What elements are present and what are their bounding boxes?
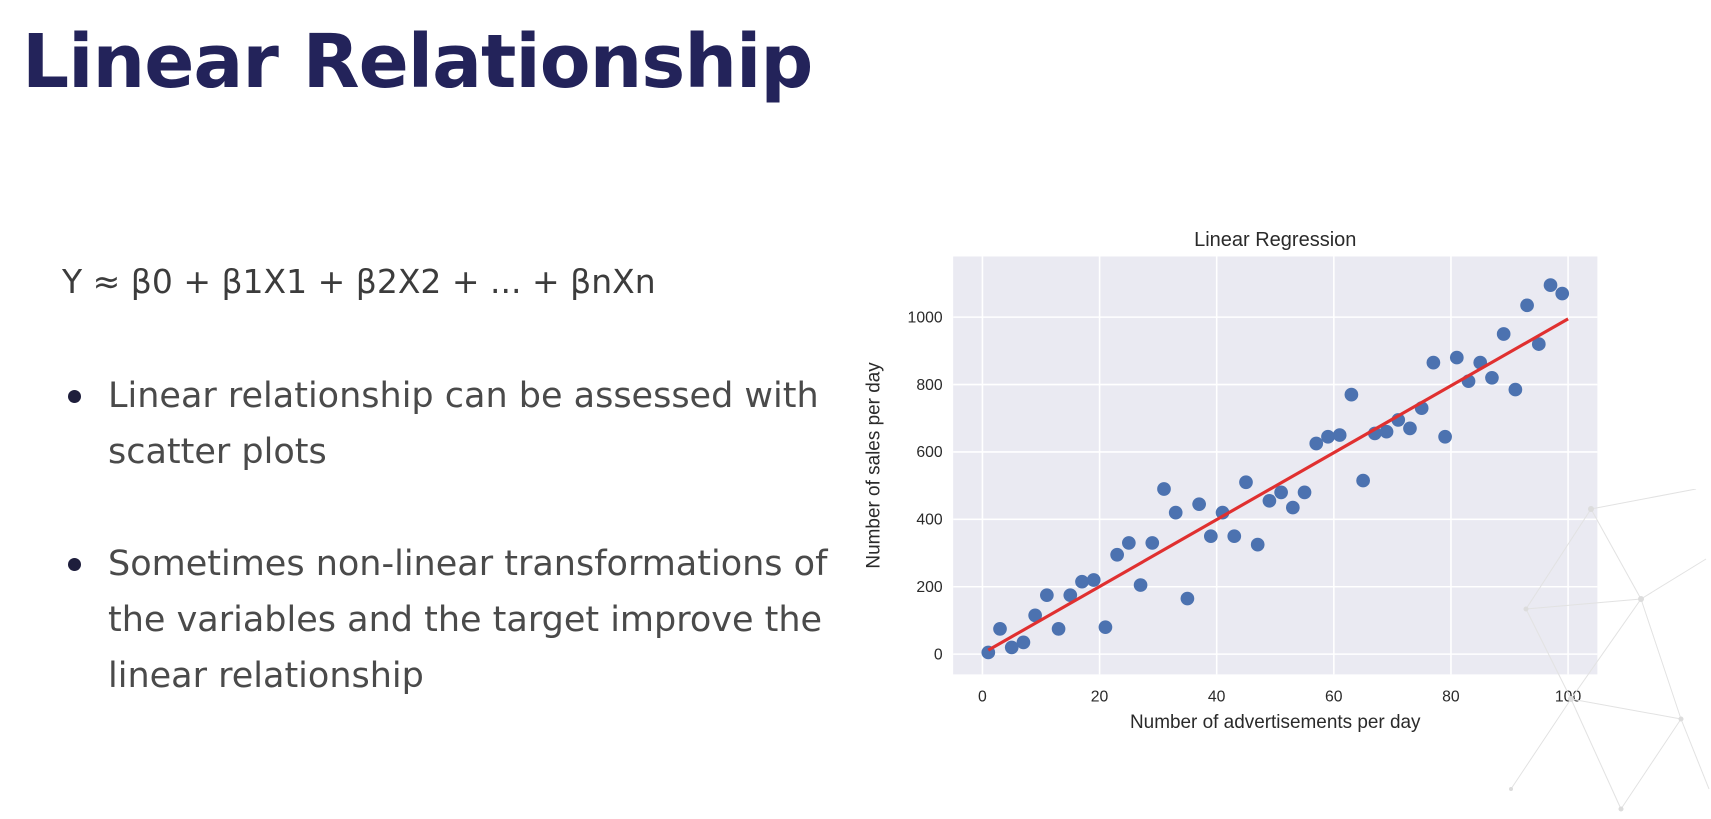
y-tick-label: 600 [916,444,943,461]
scatter-point [1028,608,1042,623]
x-tick-label: 20 [1091,689,1109,706]
bullet-item: Sometimes non-linear transformations of … [62,536,852,704]
plot-background [953,256,1598,675]
formula-text: Y ≈ β0 + β1X1 + β2X2 + ... + βnXn [62,262,656,301]
scatter-point [1063,588,1078,603]
chart-title: Linear Regression [1194,229,1356,251]
chart-svg: Linear Regression 0 20 40 60 80 1000200400600… [863,229,1598,733]
grid-lines [953,256,1598,675]
page-title: Linear Relationship [22,19,813,105]
scatter-point [1133,578,1148,592]
y-tick-label: 400 [916,512,943,529]
scatter-point [1520,298,1534,313]
bullet-list: Linear relationship can be assessed with… [62,368,852,760]
scatter-point [1274,485,1288,500]
scatter-point [1086,573,1101,587]
scatter-point [1004,640,1019,655]
scatter-point [1040,588,1054,603]
scatter-point [1227,529,1242,544]
bullet-item: Linear relationship can be assessed with… [62,368,852,480]
x-tick-label: 100 [1555,689,1582,706]
x-axis-label: Number of advertisements per day [1130,712,1421,733]
y-tick-label: 800 [916,377,943,394]
scatter-point [1297,485,1312,500]
scatter-point [1168,505,1183,520]
scatter-point [1309,436,1324,451]
scatter-point [1356,473,1370,488]
scatter-point [1485,370,1499,385]
regression-line [987,317,1569,652]
scatter-point [1508,382,1523,397]
scatter-point [1239,475,1253,490]
scatter-point [1016,635,1031,650]
data-points [981,278,1570,660]
scatter-point [1285,500,1300,515]
bullet-dot-icon [68,558,81,571]
bullet-text: Linear relationship can be assessed with… [108,376,819,472]
scatter-point [1438,429,1452,444]
scatter-point [1531,337,1546,351]
scatter-point [1180,591,1195,606]
scatter-point [1321,429,1335,444]
scatter-chart: Linear Regression 0 20 40 60 80 100 0 200 400 600… [850,212,1650,762]
x-tick-label: 60 [1325,689,1343,706]
scatter-point [1379,424,1394,439]
scatter-point [1075,574,1089,589]
bullet-dot-icon [68,390,81,403]
scatter-point [1204,529,1218,544]
bullet-text: Sometimes non-linear transformations of … [108,544,828,696]
scatter-point [1344,387,1359,402]
scatter-point [1555,286,1570,301]
x-tick-label: 80 [1442,689,1460,706]
scatter-point [1449,350,1464,365]
scatter-point [1157,482,1171,496]
y-axis-label: Number of sales per day [863,362,884,569]
y-tick-label: 200 [916,579,943,596]
scatter-point [1496,327,1511,341]
scatter-point [1192,497,1206,512]
scatter-point [1426,355,1441,370]
scatter-point [1250,537,1265,552]
scatter-point [1145,536,1160,550]
x-tick-label: 0 [978,689,987,706]
scatter-point [1122,536,1136,550]
scatter-point [1262,493,1277,508]
scatter-point [1051,622,1066,636]
scatter-point [1110,547,1124,562]
scatter-point [1098,620,1113,635]
scatter-point [1543,278,1558,292]
scatter-point [993,622,1007,636]
y-tick-label: 1000 [908,309,943,326]
y-tick-label: 0 [934,646,943,663]
x-tick-label: 40 [1208,689,1226,706]
scatter-point [1403,421,1417,436]
scatter-point [1332,428,1347,442]
